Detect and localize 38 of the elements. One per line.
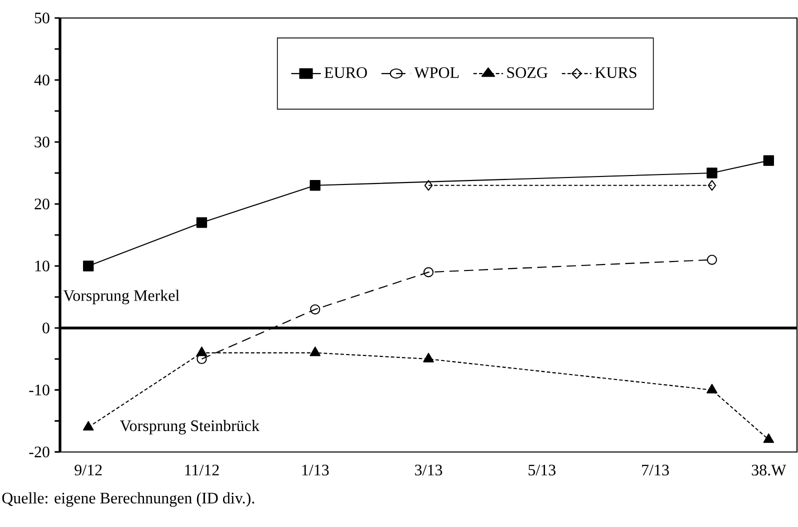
legend-label: EURO bbox=[324, 67, 367, 78]
y-tick-label: 50 bbox=[34, 12, 50, 24]
legend-label: SOZG bbox=[507, 67, 548, 78]
point bbox=[423, 352, 434, 362]
point bbox=[706, 254, 718, 265]
source-note: Quelle: eigene Berechnungen (ID div.). bbox=[2, 492, 254, 507]
point bbox=[82, 421, 94, 431]
legend-label: WPOL bbox=[414, 67, 459, 78]
x-tick-label: 7/13 bbox=[642, 464, 669, 476]
y-tick-label: -10 bbox=[29, 384, 50, 396]
x-tick-label: 3/13 bbox=[415, 464, 442, 476]
x-tick-label: 9/12 bbox=[74, 464, 102, 476]
point bbox=[83, 260, 94, 272]
annotation: Vorsprung Steinbrück bbox=[120, 420, 260, 434]
point bbox=[763, 433, 774, 443]
point bbox=[706, 384, 718, 394]
point bbox=[310, 180, 320, 191]
point bbox=[310, 304, 320, 314]
x-tick-label: 5/13 bbox=[528, 464, 556, 476]
x-tick-label: 1/13 bbox=[302, 464, 329, 476]
point bbox=[424, 180, 433, 191]
x-tick-label: 38.W bbox=[752, 464, 786, 476]
y-tick-label: -20 bbox=[29, 446, 50, 458]
point bbox=[196, 346, 208, 356]
x-tick-label: 11/12 bbox=[185, 464, 219, 476]
point bbox=[706, 168, 718, 178]
annotation: Vorsprung Merkel bbox=[63, 290, 180, 304]
y-tick-label: 10 bbox=[35, 260, 50, 272]
y-tick-label: 20 bbox=[34, 198, 50, 210]
point bbox=[708, 180, 716, 191]
legend-label: KURS bbox=[595, 67, 636, 78]
point bbox=[763, 155, 774, 166]
y-tick-label: 40 bbox=[34, 74, 50, 86]
point bbox=[196, 217, 208, 228]
point bbox=[310, 346, 321, 356]
point bbox=[423, 267, 434, 278]
y-tick-label: 0 bbox=[42, 322, 50, 334]
y-tick-label: 30 bbox=[34, 136, 50, 148]
